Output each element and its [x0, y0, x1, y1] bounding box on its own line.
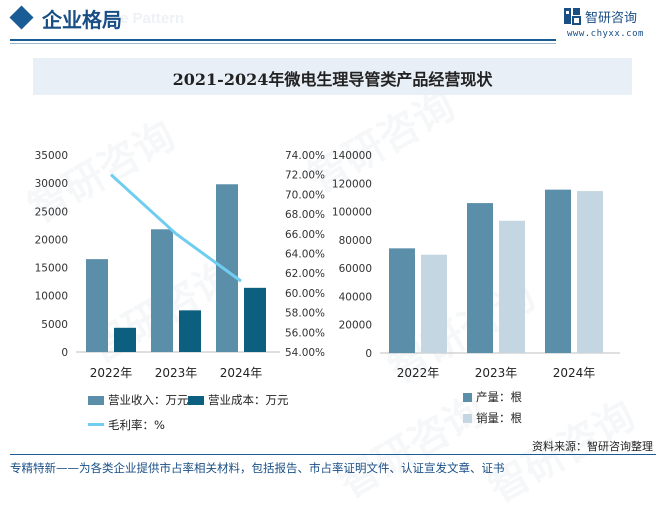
right-y-tick-label: 54.00%	[285, 347, 325, 359]
legend-label-margin: 毛利率：%	[108, 418, 165, 432]
revenue-bar	[216, 184, 238, 352]
legend-cost: 营业成本：万元	[188, 392, 289, 408]
left-x-tick-label: 2022年	[90, 366, 133, 380]
right-y-tick-label: 64.00%	[285, 249, 325, 261]
page-title: 企业格局	[42, 8, 122, 32]
zhiyan-logo-icon	[564, 8, 581, 25]
left-y-tick-label: 0	[61, 347, 68, 359]
right-x-tick-label: 2023年	[475, 366, 518, 380]
right-chart-y-tick-label: 80000	[339, 235, 372, 247]
cost-bar	[114, 327, 136, 352]
left-y-tick-label: 15000	[35, 263, 68, 275]
footer-text: 专精特新——为各类企业提供市占率相关材料，包括报告、市占率证明文件、认证宣发文章…	[10, 461, 505, 475]
legend-swatch-margin	[88, 423, 104, 426]
left-y-tick-label: 20000	[35, 234, 68, 246]
legend-swatch-revenue	[88, 396, 104, 405]
legend-output: 产量：根	[463, 389, 522, 405]
right-chart-y-tick-label: 0	[365, 348, 372, 360]
header-divider-thin	[10, 43, 556, 44]
header-ghost-text: e Pattern	[120, 10, 185, 27]
left-y-tick-label: 30000	[35, 178, 68, 190]
margin-line	[109, 173, 242, 283]
right-y-tick-label: 70.00%	[285, 189, 325, 201]
left-x-tick-label: 2023年	[155, 366, 198, 380]
right-x-tick-label: 2022年	[397, 366, 440, 380]
right-x-tick-label: 2024年	[553, 366, 596, 380]
sales-bar	[577, 191, 603, 353]
right-y-tick-label: 58.00%	[285, 308, 325, 320]
revenue-bar	[86, 259, 108, 352]
right-y-tick-label: 68.00%	[285, 209, 325, 221]
right-y-tick-label: 62.00%	[285, 268, 325, 280]
chart-title: 2021-2024年微电生理导管类产品经营现状	[172, 70, 493, 89]
right-chart-y-tick-label: 60000	[339, 263, 372, 275]
output-bar	[389, 248, 415, 353]
right-chart-y-tick-label: 140000	[332, 150, 372, 162]
right-chart-y-tick-label: 120000	[332, 178, 372, 190]
left-y-tick-label: 25000	[35, 206, 68, 218]
data-source: 资料来源：智研咨询整理	[532, 440, 653, 453]
output-bar	[467, 203, 493, 353]
legend-margin: 毛利率：%	[88, 417, 165, 433]
legend-label-output: 产量：根	[476, 390, 522, 404]
left-y-tick-label: 35000	[35, 150, 68, 162]
header-divider	[10, 39, 556, 41]
footer-divider	[10, 454, 656, 455]
cost-bar	[179, 310, 201, 352]
legend-label-cost: 营业成本：万元	[208, 393, 289, 407]
right-chart-y-tick-label: 40000	[339, 291, 372, 303]
legend-revenue: 营业收入：万元	[88, 392, 189, 408]
brand-name: 智研咨询	[585, 11, 638, 26]
left-y-tick-label: 5000	[41, 319, 68, 331]
sales-bar	[499, 220, 525, 353]
left-x-tick-label: 2024年	[220, 366, 263, 380]
legend-sales: 销量：根	[463, 410, 522, 426]
legend-swatch-output	[463, 393, 472, 402]
revenue-bar	[151, 229, 173, 352]
right-y-tick-label: 66.00%	[285, 229, 325, 241]
left-y-tick-label: 10000	[35, 291, 68, 303]
right-chart-y-tick-label: 20000	[339, 320, 372, 332]
charts-canvas: 0 5000 10000 15000 20000 25000 30000 35000 54.00…	[35, 150, 620, 380]
brand-logo: 智研咨询 www.chyxx.com	[563, 6, 659, 42]
legend-swatch-sales	[463, 414, 472, 423]
legend-label-revenue: 营业收入：万元	[108, 393, 189, 407]
right-y-tick-label: 60.00%	[285, 288, 325, 300]
right-y-tick-label: 56.00%	[285, 327, 325, 339]
page-header: e Pattern 企业格局	[0, 0, 663, 44]
brand-url: www.chyxx.com	[567, 29, 644, 39]
legend-label-sales: 销量：根	[476, 411, 522, 425]
output-bar	[545, 189, 571, 353]
cost-bar	[244, 287, 266, 352]
right-chart-y-tick-label: 100000	[332, 207, 372, 219]
right-y-tick-label: 74.00%	[285, 150, 325, 162]
chart-title-banner: 2021-2024年微电生理导管类产品经营现状	[33, 58, 632, 95]
right-y-tick-label: 72.00%	[285, 170, 325, 182]
sales-bar	[421, 254, 447, 353]
legend-swatch-cost	[188, 396, 204, 405]
